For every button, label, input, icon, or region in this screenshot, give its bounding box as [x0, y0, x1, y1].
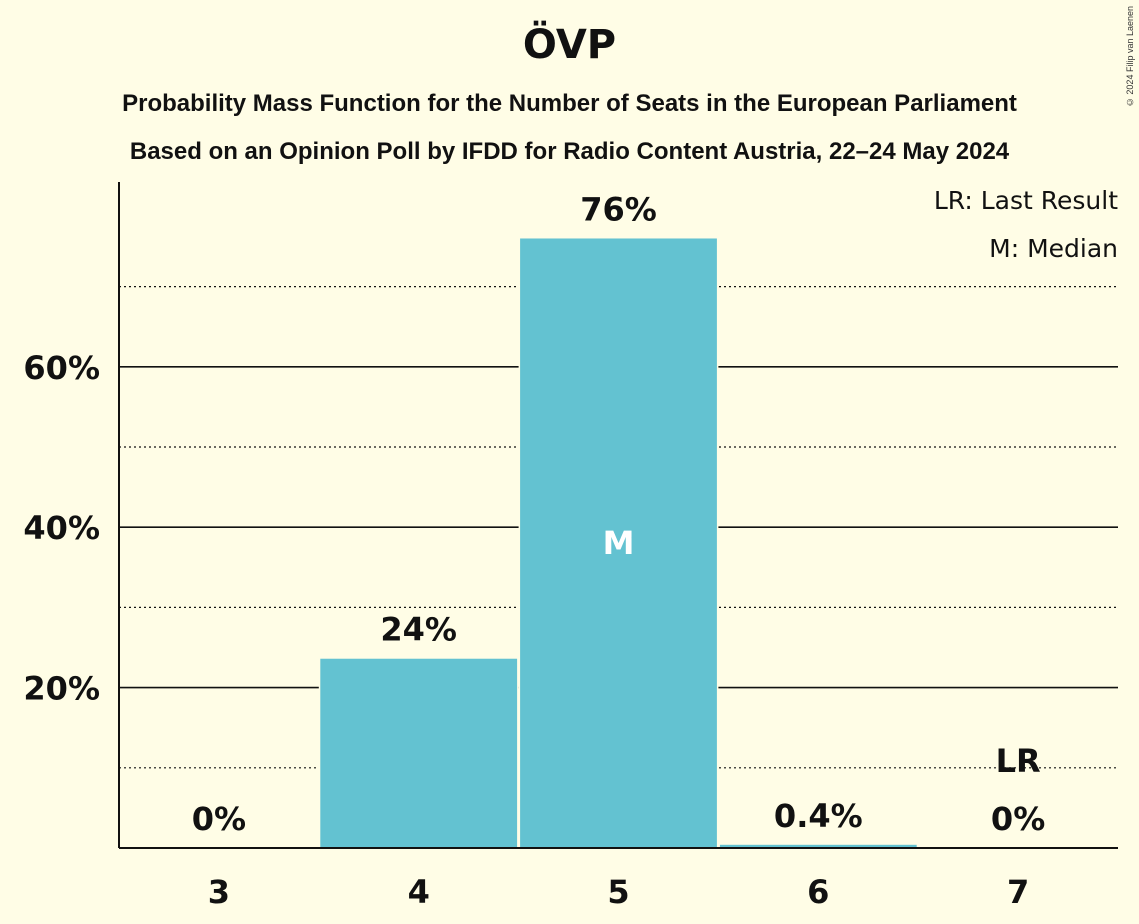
y-tick-label: 40%: [23, 509, 100, 547]
bar: [320, 658, 518, 848]
bars: [318, 237, 919, 849]
bar: [520, 238, 717, 849]
labels: 20%40%60%0%324%476%5M0.4%60%7LR: [23, 190, 1045, 911]
bar-value-label: 0.4%: [774, 797, 863, 835]
bar-value-label: 0%: [991, 800, 1045, 838]
x-tick-label: 5: [607, 873, 629, 911]
bar-value-label: 24%: [380, 611, 457, 649]
median-marker: M: [603, 524, 635, 562]
x-tick-label: 4: [408, 873, 430, 911]
axes: [118, 182, 1118, 849]
y-tick-label: 20%: [23, 670, 100, 708]
chart-subtitle-2: Based on an Opinion Poll by IFDD for Rad…: [129, 138, 1010, 165]
legend-median: M: Median: [989, 234, 1118, 263]
y-tick-label: 60%: [23, 349, 100, 387]
last-result-marker: LR: [996, 742, 1041, 780]
legend-last-result: LR: Last Result: [934, 186, 1118, 215]
x-tick-label: 3: [208, 873, 230, 911]
bar-value-label: 76%: [580, 190, 657, 228]
bar-value-label: 0%: [192, 800, 246, 838]
chart-subtitle-1: Probability Mass Function for the Number…: [122, 90, 1017, 117]
x-tick-label: 6: [807, 873, 829, 911]
x-tick-label: 7: [1007, 873, 1029, 911]
chart-title: ÖVP: [522, 22, 617, 68]
bar: [719, 844, 917, 848]
